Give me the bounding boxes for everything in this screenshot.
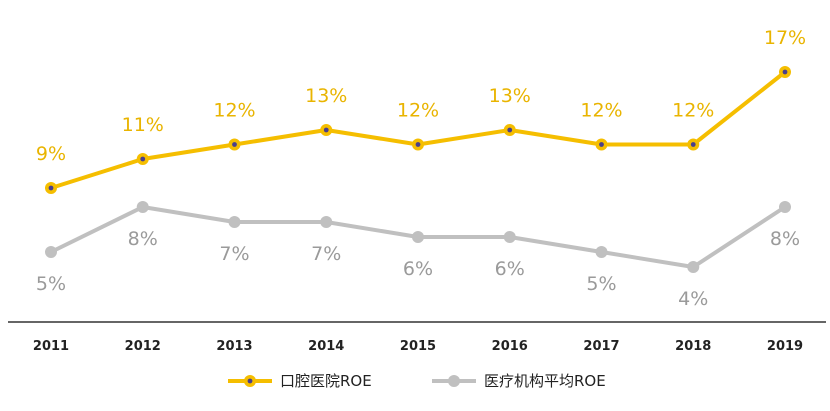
data-point <box>779 201 791 213</box>
data-point <box>595 246 608 258</box>
data-point <box>320 216 333 228</box>
data-point-center <box>415 142 421 147</box>
data-point-center <box>140 156 146 162</box>
data-label: 12% <box>580 100 622 122</box>
data-point <box>136 201 149 213</box>
data-label: 13% <box>489 85 531 107</box>
data-label: 6% <box>495 258 525 280</box>
x-tick-label: 2011 <box>33 339 69 354</box>
data-point <box>412 231 424 243</box>
data-point-center <box>232 142 237 147</box>
data-point <box>687 261 700 273</box>
x-tick-label: 2017 <box>583 339 619 354</box>
data-label: 8% <box>128 228 158 250</box>
legend-label: 医疗机构平均ROE <box>484 372 606 390</box>
data-labels: 5% 8% 7% 7% 6% 6% 5% 4% 8% 9% 11% 12% 13% 12% 13% 12% 12… <box>36 27 806 310</box>
data-point-center <box>690 142 696 147</box>
data-point <box>45 246 57 258</box>
data-label: 12% <box>397 100 439 122</box>
data-point-center <box>507 127 513 133</box>
legend-swatch-marker <box>448 375 460 387</box>
legend: 口腔医院ROE 医疗机构平均ROE <box>228 372 606 390</box>
x-tick-label: 2012 <box>125 339 161 354</box>
data-point-center <box>782 69 788 75</box>
data-label: 13% <box>305 85 347 107</box>
x-tick-label: 2013 <box>216 339 252 354</box>
legend-label: 口腔医院ROE <box>280 372 372 390</box>
x-tick-label: 2016 <box>492 339 528 354</box>
data-label: 12% <box>213 100 255 122</box>
data-label: 6% <box>403 258 433 280</box>
x-tick-labels: 2011 2012 2013 2014 2015 2016 2017 2018 2019 <box>33 339 803 354</box>
x-tick-label: 2018 <box>675 339 711 354</box>
data-point <box>503 231 516 243</box>
data-label: 17% <box>764 27 806 49</box>
data-label: 11% <box>122 114 164 136</box>
data-point-center <box>323 127 329 133</box>
x-tick-label: 2014 <box>308 339 344 354</box>
x-tick-label: 2015 <box>400 339 436 354</box>
legend-swatch-marker-center <box>247 378 253 384</box>
data-label: 8% <box>770 228 800 250</box>
data-label: 5% <box>36 273 66 295</box>
data-label: 7% <box>311 243 341 265</box>
data-label: 7% <box>219 243 249 265</box>
data-point-center <box>599 142 604 147</box>
data-label: 9% <box>36 143 66 165</box>
data-label: 12% <box>672 100 714 122</box>
series-markers <box>45 66 791 273</box>
data-point <box>228 216 241 228</box>
data-label: 4% <box>678 288 708 310</box>
data-label: 5% <box>586 273 616 295</box>
x-tick-label: 2019 <box>767 339 803 354</box>
data-point-center <box>48 185 54 191</box>
